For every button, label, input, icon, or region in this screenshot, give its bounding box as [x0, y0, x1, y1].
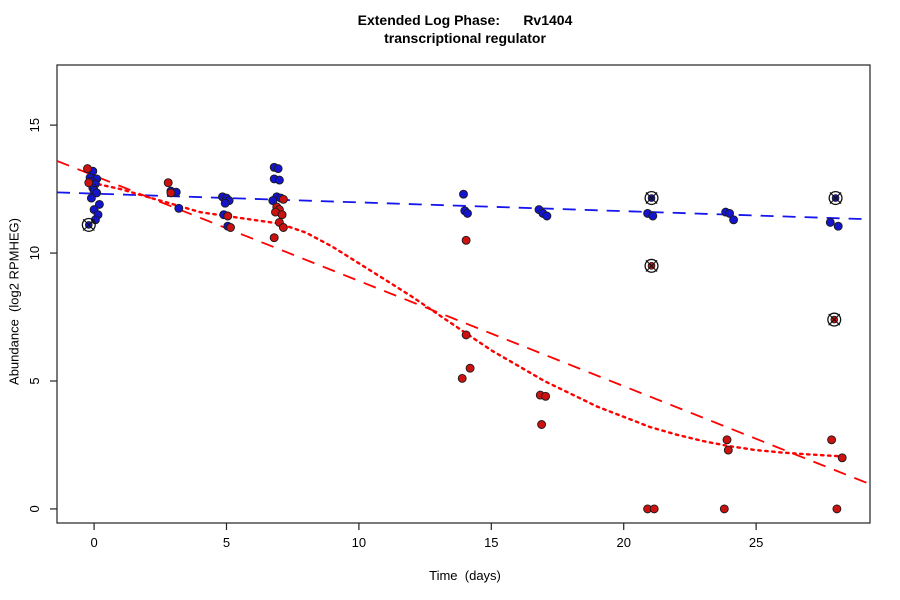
x-tick-label: 0	[90, 535, 97, 550]
flag-circle-marker	[828, 191, 843, 206]
flag-circle-marker	[644, 191, 659, 206]
red-condition-point	[649, 504, 659, 514]
blue-condition-point	[86, 193, 96, 203]
red-condition-point	[537, 420, 547, 429]
red-condition-point	[83, 164, 92, 174]
blue-condition-point	[94, 199, 104, 209]
flag-cross-marker	[645, 259, 658, 272]
blue-condition-point	[542, 211, 552, 221]
chart-title-line2: transcriptional regulator	[384, 30, 546, 46]
red-condition-point	[461, 235, 471, 245]
blue-condition-point	[825, 217, 835, 227]
flag-cross-marker	[828, 313, 841, 326]
chart-title-line1: Extended Log Phase: Rv1404	[357, 12, 573, 28]
blue-condition-point	[833, 221, 843, 231]
x-tick-label: 10	[352, 535, 366, 550]
y-axis-label: Abundance (log2 RPMHEG)	[6, 218, 22, 385]
blue-condition-point	[463, 208, 472, 218]
red-condition-point	[269, 233, 279, 243]
x-tick-label: 20	[616, 535, 630, 550]
flag-cross-marker	[645, 192, 658, 205]
y-tick-label: 10	[27, 246, 42, 260]
red-condition-point	[226, 223, 235, 232]
flag-circle-marker	[644, 258, 659, 273]
flag-cross-marker	[829, 192, 842, 205]
blue-linear-trend-line	[56, 191, 871, 221]
blue-condition-point	[268, 196, 278, 206]
blue-condition-point	[273, 164, 283, 174]
red-condition-point	[278, 223, 288, 232]
blue-condition-point	[274, 175, 284, 185]
red-condition-point	[837, 453, 847, 463]
red-loess-trend-line	[90, 181, 845, 458]
red-condition-point	[84, 178, 94, 188]
flag-cross-marker	[82, 218, 95, 231]
x-tick-label: 5	[223, 535, 230, 550]
red-condition-point	[278, 194, 288, 204]
red-condition-point	[461, 330, 471, 340]
blue-condition-point	[220, 198, 230, 208]
blue-condition-point	[729, 215, 739, 225]
red-condition-point	[465, 363, 475, 373]
red-condition-point	[163, 178, 173, 188]
blue-condition-point	[174, 203, 184, 213]
red-condition-point	[723, 445, 733, 455]
red-condition-point	[719, 504, 729, 514]
red-condition-point	[166, 188, 176, 198]
x-tick-label: 25	[749, 535, 763, 550]
red-condition-point	[277, 210, 287, 220]
y-tick-label: 15	[27, 118, 42, 132]
y-tick-label: 0	[27, 505, 42, 512]
red-condition-point	[827, 435, 837, 445]
x-axis-label: Time (days)	[429, 568, 501, 583]
flag-circle-marker	[81, 217, 96, 232]
y-tick-label: 5	[27, 377, 42, 384]
red-condition-point	[223, 211, 233, 221]
blue-condition-point	[92, 188, 102, 198]
x-tick-label: 15	[484, 535, 498, 550]
red-condition-point	[722, 435, 732, 445]
flag-circle-marker	[827, 312, 842, 327]
red-condition-point	[832, 504, 842, 514]
red-condition-point	[457, 373, 467, 383]
red-linear-trend-line	[56, 160, 871, 485]
red-condition-point	[541, 391, 551, 401]
blue-condition-point	[648, 211, 658, 221]
blue-condition-point	[725, 208, 735, 218]
plot-box	[56, 64, 871, 524]
blue-condition-point	[459, 189, 468, 199]
